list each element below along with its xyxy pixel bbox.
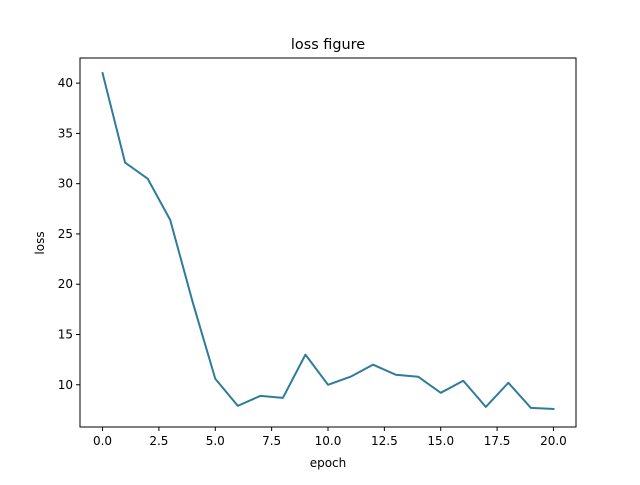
x-tick-label: 0.0 [93,434,112,448]
x-tick-label: 15.0 [427,434,454,448]
y-tick-label: 10 [58,378,73,392]
x-tick-label: 20.0 [540,434,567,448]
x-tick-label: 2.5 [149,434,168,448]
y-tick-label: 30 [58,177,73,191]
y-tick-label: 35 [58,126,73,140]
x-tick-label: 10.0 [315,434,342,448]
y-tick-label: 20 [58,277,73,291]
x-axis-label: epoch [310,456,347,470]
x-tick-label: 7.5 [262,434,281,448]
chart-title: loss figure [291,37,365,53]
series-line-0 [101,71,555,410]
y-tick-label: 40 [58,76,73,90]
x-tick-label: 5.0 [206,434,225,448]
y-axis-label: loss [33,231,47,254]
x-tick-label: 12.5 [371,434,398,448]
y-tick-label: 15 [58,327,73,341]
plot-area [101,71,555,410]
y-tick-label: 25 [58,227,73,241]
x-tick-label: 17.5 [484,434,511,448]
